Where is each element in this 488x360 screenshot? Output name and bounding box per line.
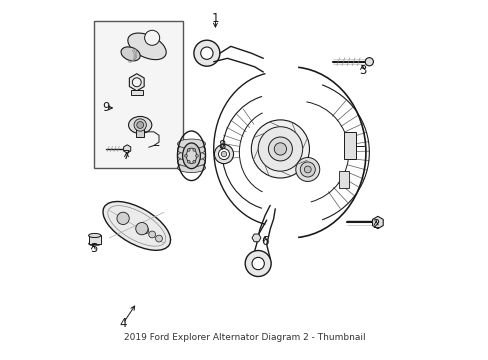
Text: 2019 Ford Explorer Alternator Diagram 2 - Thumbnail: 2019 Ford Explorer Alternator Diagram 2 … xyxy=(123,333,365,342)
Circle shape xyxy=(214,144,233,164)
Ellipse shape xyxy=(182,143,200,168)
Circle shape xyxy=(132,78,141,87)
Ellipse shape xyxy=(177,151,205,161)
Circle shape xyxy=(134,119,146,131)
Text: 5: 5 xyxy=(89,242,97,255)
Ellipse shape xyxy=(177,157,205,167)
Circle shape xyxy=(195,154,198,157)
Circle shape xyxy=(155,235,162,242)
Circle shape xyxy=(258,127,302,171)
Ellipse shape xyxy=(177,145,205,154)
Circle shape xyxy=(148,231,155,238)
Circle shape xyxy=(244,251,271,276)
Circle shape xyxy=(251,257,264,270)
Circle shape xyxy=(137,122,143,129)
Text: 8: 8 xyxy=(218,139,225,152)
Ellipse shape xyxy=(186,148,196,163)
Text: 6: 6 xyxy=(261,235,268,248)
Ellipse shape xyxy=(177,163,205,172)
Bar xyxy=(131,90,142,95)
Circle shape xyxy=(117,212,129,225)
Circle shape xyxy=(304,166,310,173)
Ellipse shape xyxy=(183,144,199,168)
Bar xyxy=(88,235,101,244)
Circle shape xyxy=(184,154,187,157)
Circle shape xyxy=(187,148,190,151)
Circle shape xyxy=(268,137,292,161)
Circle shape xyxy=(295,158,319,181)
Bar xyxy=(338,171,348,188)
Text: 7: 7 xyxy=(122,149,130,162)
Circle shape xyxy=(274,143,286,155)
Circle shape xyxy=(136,222,148,235)
Text: 2: 2 xyxy=(372,218,379,231)
Ellipse shape xyxy=(127,33,166,60)
Ellipse shape xyxy=(187,149,195,163)
Ellipse shape xyxy=(128,117,151,134)
Polygon shape xyxy=(129,74,144,91)
Circle shape xyxy=(251,120,309,178)
Ellipse shape xyxy=(88,242,101,246)
Text: 9: 9 xyxy=(102,102,109,114)
Circle shape xyxy=(221,151,226,157)
Circle shape xyxy=(300,162,315,177)
Circle shape xyxy=(187,160,190,163)
Text: 4: 4 xyxy=(119,317,126,330)
Circle shape xyxy=(218,149,229,159)
Circle shape xyxy=(144,30,160,45)
Circle shape xyxy=(192,160,195,163)
Ellipse shape xyxy=(103,202,170,250)
Ellipse shape xyxy=(88,233,101,238)
Circle shape xyxy=(365,58,373,66)
Circle shape xyxy=(200,47,213,59)
Polygon shape xyxy=(251,234,261,242)
Circle shape xyxy=(142,227,148,234)
Polygon shape xyxy=(372,216,383,229)
Bar xyxy=(94,21,183,168)
Text: 1: 1 xyxy=(211,13,219,26)
Bar xyxy=(343,132,355,159)
Ellipse shape xyxy=(121,47,140,61)
Circle shape xyxy=(192,148,195,151)
Ellipse shape xyxy=(177,139,205,149)
Circle shape xyxy=(193,40,220,66)
Polygon shape xyxy=(123,145,130,153)
Text: 3: 3 xyxy=(358,64,366,77)
Bar xyxy=(136,127,144,137)
